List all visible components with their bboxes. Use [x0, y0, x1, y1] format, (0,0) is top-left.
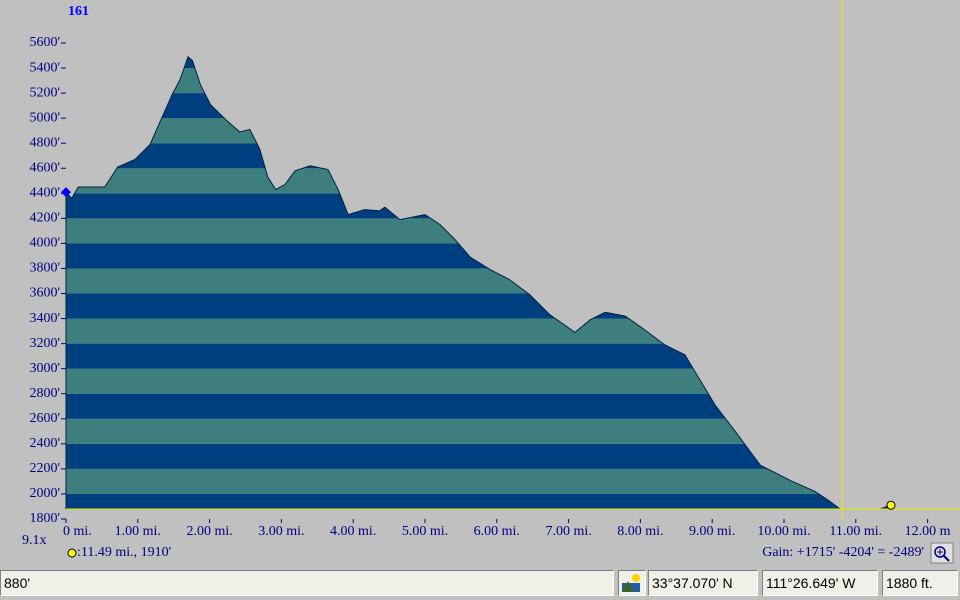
y-tick-label: 5200': [29, 85, 60, 100]
y-tick-label: 2400': [29, 436, 60, 451]
y-tick-label: 4000': [29, 236, 60, 251]
x-tick-label: 2.00 mi.: [186, 524, 232, 539]
y-tick-label: 3000': [29, 361, 60, 376]
legend-marker: [67, 548, 77, 558]
stripe: [66, 293, 891, 319]
stripe: [66, 118, 891, 144]
x-tick-label: 9.00 mi.: [689, 524, 735, 539]
y-tick-label: 1800': [29, 511, 60, 526]
y-tick-label: 2200': [29, 461, 60, 476]
stripe: [66, 418, 891, 444]
y-tick-label: 3200': [29, 336, 60, 351]
status-longitude: 111°26.649' W: [762, 570, 878, 596]
x-tick-label: 4.00 mi.: [330, 524, 376, 539]
stripe: [66, 393, 891, 419]
stripe: [66, 143, 891, 169]
y-tick-label: 2800': [29, 386, 60, 401]
x-tick-label: 3.00 mi.: [258, 524, 304, 539]
chart: 161 9.1x Gain: +1715' -4204' = -2489' 18…: [22, 0, 960, 564]
zoom-button[interactable]: [930, 542, 954, 564]
y-tick-label: 2600': [29, 411, 60, 426]
y-tick-label: 2000': [29, 486, 60, 501]
y-tick-label: 4600': [29, 160, 60, 175]
stripe: [66, 493, 891, 509]
corner-label: 161: [68, 4, 89, 19]
status-latitude: 33°37.070' N: [648, 570, 758, 596]
gain-label: Gain: +1715' -4204' = -2489': [762, 545, 924, 560]
y-tick-label: 4200': [29, 211, 60, 226]
marker-label: :11.49 mi., 1910': [77, 545, 171, 560]
stripe: [66, 243, 891, 269]
start-marker: [61, 187, 71, 198]
x-tick-label: 1.00 mi.: [115, 524, 161, 539]
icon: [622, 574, 640, 592]
y-tick-label: 5400': [29, 60, 60, 75]
stripe: [66, 468, 891, 494]
x-tick-label: 0 mi.: [63, 524, 92, 539]
stripe: [66, 93, 891, 119]
x-tick-label: 11.00 mi.: [829, 524, 882, 539]
stripe: [66, 343, 891, 369]
status-elevation-left: 880': [0, 570, 614, 596]
x-tick-label: 10.00 mi.: [757, 524, 810, 539]
stripe: [66, 268, 891, 294]
position-marker: [886, 500, 896, 510]
stripe: [66, 368, 891, 394]
x-tick-label: 7.00 mi.: [545, 524, 591, 539]
y-tick-label: 3800': [29, 261, 60, 276]
y-tick-label: 5600': [29, 35, 60, 50]
stripe: [66, 318, 891, 344]
y-tick-label: 3600': [29, 286, 60, 301]
status-icon[interactable]: [618, 570, 646, 596]
stripe: [66, 218, 891, 244]
y-tick-label: 4400': [29, 186, 60, 201]
status-elevation: 1880 ft.: [882, 570, 958, 596]
y-tick-label: 3400': [29, 311, 60, 326]
x-tick-label: 6.00 mi.: [474, 524, 520, 539]
y-tick-label: 4800': [29, 135, 60, 150]
zoom-label: 9.1x: [22, 533, 47, 548]
stripes: [66, 56, 891, 509]
profile-area: [65, 55, 891, 510]
x-tick-label: 8.00 mi.: [617, 524, 663, 539]
x-tick-label: 12.00 m: [905, 524, 951, 539]
stripe: [66, 443, 891, 469]
stripe: [66, 168, 891, 194]
stripe: [66, 193, 891, 219]
y-tick-label: 5000': [29, 110, 60, 125]
stripe: [66, 56, 891, 69]
x-tick-label: 5.00 mi.: [402, 524, 448, 539]
stripe: [66, 68, 891, 94]
